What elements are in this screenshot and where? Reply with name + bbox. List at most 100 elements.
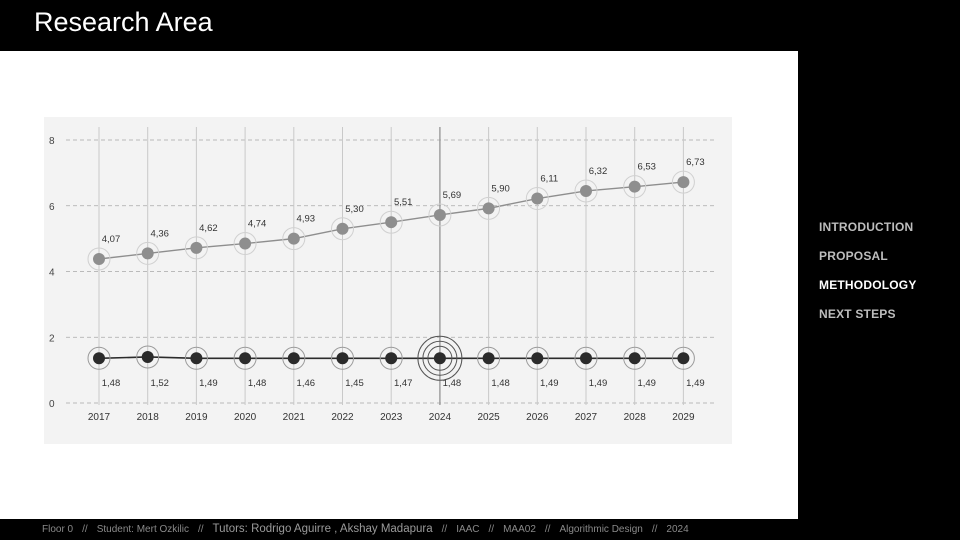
point-halo xyxy=(87,346,111,370)
data-point xyxy=(93,352,105,365)
point-halo xyxy=(233,346,257,370)
data-point xyxy=(93,253,105,266)
x-tick-label: 2027 xyxy=(575,412,598,423)
point-halo xyxy=(525,187,549,211)
nav-item-introduction[interactable]: INTRODUCTION xyxy=(819,220,914,234)
data-point xyxy=(628,352,641,365)
data-point xyxy=(336,352,349,365)
data-label: 4,07 xyxy=(102,234,121,245)
point-halo xyxy=(331,346,354,370)
point-halo xyxy=(428,203,452,227)
data-point xyxy=(287,232,300,245)
data-label: 1,49 xyxy=(540,378,559,389)
data-label: 6,32 xyxy=(589,166,608,177)
nav-item-next-steps[interactable]: NEXT STEPS xyxy=(819,307,896,321)
data-point xyxy=(190,241,203,254)
point-halo xyxy=(233,232,257,256)
point-halo xyxy=(379,346,403,370)
point-halo xyxy=(477,346,501,370)
point-halo xyxy=(671,170,695,194)
data-label: 6,73 xyxy=(686,157,705,168)
data-label: 4,93 xyxy=(297,214,316,225)
point-halo xyxy=(282,346,306,370)
line-chart: 0 2 4 6 8 2017 2018 2019 2020 2021 2022 2023 2024 202… xyxy=(49,127,716,423)
nav-item-methodology[interactable]: METHODOLOGY xyxy=(819,278,917,292)
side-nav: INTRODUCTION PROPOSAL METHODOLOGY NEXT S… xyxy=(819,220,917,336)
point-halo xyxy=(477,196,501,220)
footer-year: 2024 xyxy=(666,524,689,535)
data-label: 1,47 xyxy=(394,378,413,389)
point-halo xyxy=(623,175,647,199)
x-tick-label: 2028 xyxy=(624,412,647,423)
footer-separator: // xyxy=(82,524,88,535)
data-point xyxy=(385,216,398,229)
data-label: 5,90 xyxy=(491,183,510,194)
point-halo xyxy=(623,346,647,370)
x-tick-label: 2020 xyxy=(234,412,257,423)
y-tick-label: 4 xyxy=(49,268,55,279)
footer-institution: IAAC xyxy=(456,524,480,535)
point-halo xyxy=(331,217,354,241)
point-halo xyxy=(379,210,403,234)
footer-student: Student: Mert Ozkilic xyxy=(96,524,189,535)
x-tick-label: 2029 xyxy=(672,412,695,423)
y-tick-label: 6 xyxy=(49,202,55,213)
footer-program: MAA02 xyxy=(503,524,536,535)
point-halo xyxy=(525,346,549,370)
x-tick-label: 2017 xyxy=(88,412,111,423)
data-point xyxy=(482,352,495,365)
data-label: 1,48 xyxy=(491,378,510,389)
y-tick-label: 0 xyxy=(49,399,55,410)
data-point xyxy=(433,208,446,221)
data-point xyxy=(580,184,592,197)
data-label: 1,48 xyxy=(248,378,267,389)
data-label: 6,53 xyxy=(637,162,656,173)
footer-separator: // xyxy=(544,524,551,535)
point-halo xyxy=(574,179,598,203)
footer-separator: // xyxy=(441,524,448,535)
data-point xyxy=(677,352,690,365)
highlight-ring xyxy=(427,345,453,371)
footer-separator: // xyxy=(488,524,495,535)
data-point xyxy=(287,352,300,365)
data-label: 6,11 xyxy=(540,174,558,185)
footer-separator: // xyxy=(651,524,658,535)
slide-title: Research Area xyxy=(34,7,213,37)
x-tick-label: 2019 xyxy=(185,412,208,423)
y-tick-label: 8 xyxy=(49,136,55,147)
data-point xyxy=(141,247,154,260)
data-point xyxy=(677,176,690,189)
data-label: 1,48 xyxy=(102,378,121,389)
data-label: 1,49 xyxy=(589,378,608,389)
footer: Floor 0 // Student: Mert Ozkilic // Tutors: … xyxy=(42,523,942,535)
data-point xyxy=(141,350,154,363)
point-halo xyxy=(282,227,306,251)
footer-course: Algorithmic Design xyxy=(559,524,643,535)
x-tick-label: 2025 xyxy=(477,412,500,423)
data-label: 1,52 xyxy=(150,378,169,389)
point-halo xyxy=(136,345,160,369)
data-point xyxy=(190,352,203,365)
point-halo xyxy=(87,247,111,271)
data-label: 5,30 xyxy=(345,204,364,215)
data-label: 1,49 xyxy=(199,378,218,389)
x-tick-label: 2024 xyxy=(429,412,452,423)
data-point xyxy=(580,352,592,365)
data-point xyxy=(336,222,349,235)
data-label: 1,46 xyxy=(297,378,316,389)
point-halo xyxy=(671,346,695,370)
x-tick-label: 2022 xyxy=(331,412,354,423)
point-halo xyxy=(136,241,160,265)
nav-item-proposal[interactable]: PROPOSAL xyxy=(819,249,888,263)
data-point xyxy=(531,352,544,365)
data-point xyxy=(482,202,495,215)
y-tick-label: 2 xyxy=(49,333,55,344)
footer-tutors: Tutors: Rodrigo Aguirre , Akshay Madapur… xyxy=(212,523,433,535)
data-label: 4,36 xyxy=(150,228,169,239)
point-halo xyxy=(184,346,208,370)
data-label: 4,74 xyxy=(248,219,267,230)
data-point xyxy=(433,352,446,365)
data-label: 1,49 xyxy=(637,378,656,389)
data-label: 5,69 xyxy=(443,190,462,201)
data-point xyxy=(628,180,641,193)
